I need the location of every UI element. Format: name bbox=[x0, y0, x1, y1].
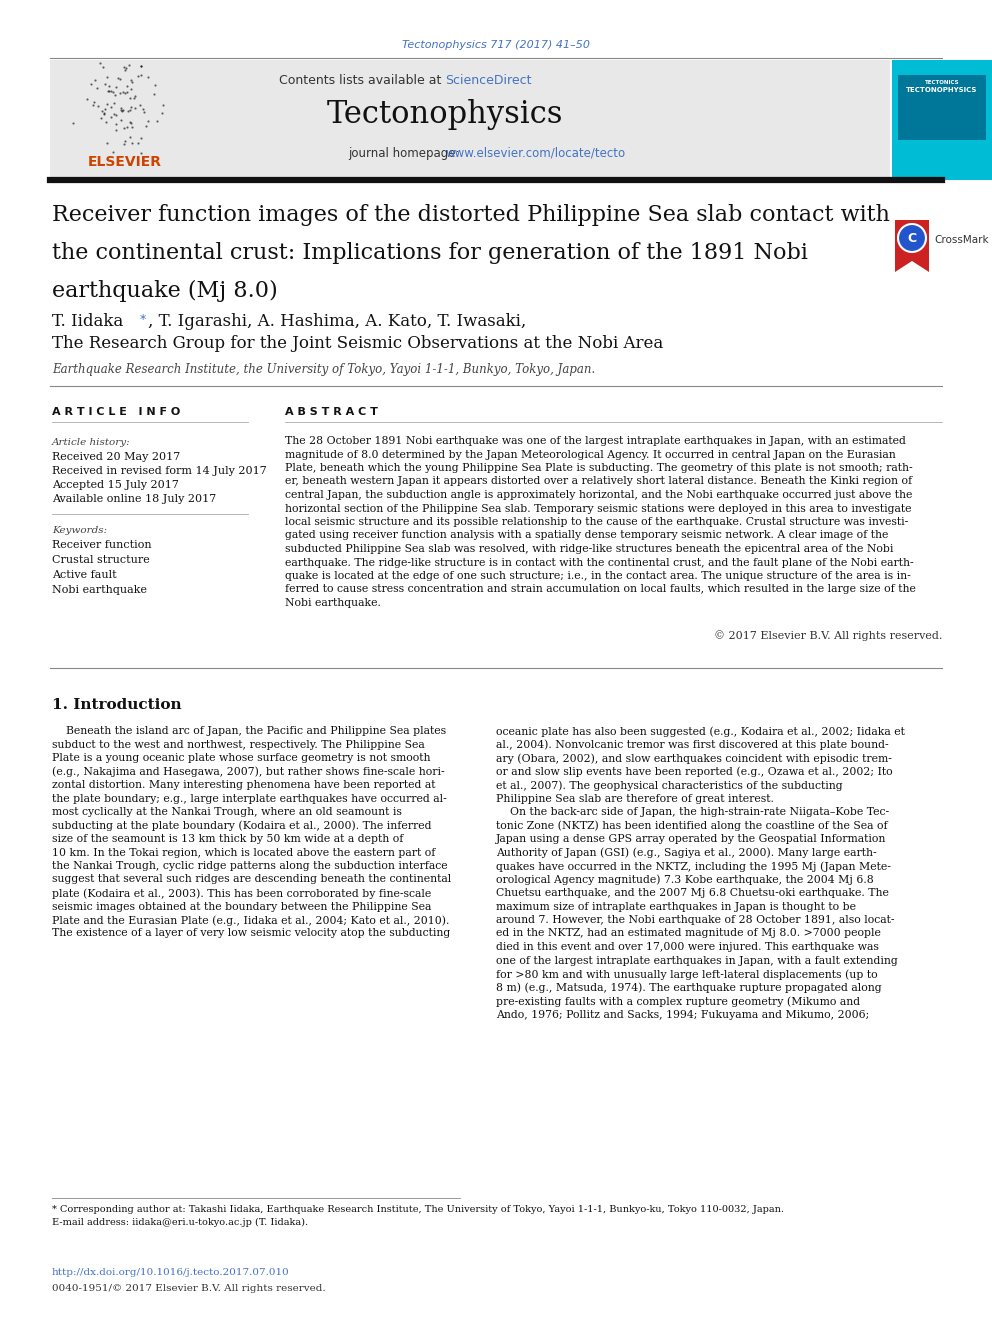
Text: Crustal structure: Crustal structure bbox=[52, 556, 150, 565]
Text: Receiver function: Receiver function bbox=[52, 540, 152, 550]
Text: one of the largest intraplate earthquakes in Japan, with a fault extending: one of the largest intraplate earthquake… bbox=[496, 955, 898, 966]
Text: http://dx.doi.org/10.1016/j.tecto.2017.07.010: http://dx.doi.org/10.1016/j.tecto.2017.0… bbox=[52, 1267, 290, 1277]
Text: subducted Philippine Sea slab was resolved, with ridge-like structures beneath t: subducted Philippine Sea slab was resolv… bbox=[285, 544, 894, 554]
Text: Beneath the island arc of Japan, the Pacific and Philippine Sea plates: Beneath the island arc of Japan, the Pac… bbox=[52, 726, 446, 736]
Text: Plate is a young oceanic plate whose surface geometry is not smooth: Plate is a young oceanic plate whose sur… bbox=[52, 753, 431, 763]
Text: tonic Zone (NKTZ) has been identified along the coastline of the Sea of: tonic Zone (NKTZ) has been identified al… bbox=[496, 820, 888, 831]
Text: local seismic structure and its possible relationship to the cause of the earthq: local seismic structure and its possible… bbox=[285, 517, 909, 527]
Text: On the back-arc side of Japan, the high-strain-rate Niigata–Kobe Tec-: On the back-arc side of Japan, the high-… bbox=[496, 807, 889, 818]
Circle shape bbox=[898, 224, 926, 251]
Text: T. Iidaka: T. Iidaka bbox=[52, 314, 129, 331]
Text: quakes have occurred in the NKTZ, including the 1995 Mj (Japan Mete-: quakes have occurred in the NKTZ, includ… bbox=[496, 861, 891, 872]
Text: Receiver function images of the distorted Philippine Sea slab contact with: Receiver function images of the distorte… bbox=[52, 204, 890, 226]
Text: pre-existing faults with a complex rupture geometry (Mikumo and: pre-existing faults with a complex ruptu… bbox=[496, 996, 860, 1007]
Text: Received 20 May 2017: Received 20 May 2017 bbox=[52, 452, 181, 462]
Text: Tectonophysics: Tectonophysics bbox=[326, 99, 563, 131]
Text: Active fault: Active fault bbox=[52, 570, 117, 579]
Text: Earthquake Research Institute, the University of Tokyo, Yayoi 1-1-1, Bunkyo, Tok: Earthquake Research Institute, the Unive… bbox=[52, 364, 595, 377]
Text: The 28 October 1891 Nobi earthquake was one of the largest intraplate earthquake: The 28 October 1891 Nobi earthquake was … bbox=[285, 437, 906, 446]
Text: ScienceDirect: ScienceDirect bbox=[445, 74, 532, 86]
Text: 10 km. In the Tokai region, which is located above the eastern part of: 10 km. In the Tokai region, which is loc… bbox=[52, 848, 435, 857]
Text: www.elsevier.com/locate/tecto: www.elsevier.com/locate/tecto bbox=[445, 147, 625, 160]
Text: ary (Obara, 2002), and slow earthquakes coincident with episodic trem-: ary (Obara, 2002), and slow earthquakes … bbox=[496, 753, 892, 763]
Text: the Nankai Trough, cyclic ridge patterns along the subduction interface: the Nankai Trough, cyclic ridge patterns… bbox=[52, 861, 447, 871]
Text: orological Agency magnitude) 7.3 Kobe earthquake, the 2004 Mj 6.8: orological Agency magnitude) 7.3 Kobe ea… bbox=[496, 875, 874, 885]
Text: (e.g., Nakajima and Hasegawa, 2007), but rather shows fine-scale hori-: (e.g., Nakajima and Hasegawa, 2007), but… bbox=[52, 766, 444, 777]
Text: Tectonophysics 717 (2017) 41–50: Tectonophysics 717 (2017) 41–50 bbox=[402, 40, 590, 50]
Text: Received in revised form 14 July 2017: Received in revised form 14 July 2017 bbox=[52, 466, 267, 476]
Text: al., 2004). Nonvolcanic tremor was first discovered at this plate bound-: al., 2004). Nonvolcanic tremor was first… bbox=[496, 740, 889, 750]
Text: earthquake (Mj 8.0): earthquake (Mj 8.0) bbox=[52, 280, 278, 302]
Text: plate (Kodaira et al., 2003). This has been corroborated by fine-scale: plate (Kodaira et al., 2003). This has b… bbox=[52, 888, 432, 898]
Text: Nobi earthquake: Nobi earthquake bbox=[52, 585, 147, 595]
Bar bbox=[50, 60, 890, 180]
Text: The existence of a layer of very low seismic velocity atop the subducting: The existence of a layer of very low sei… bbox=[52, 929, 450, 938]
Text: journal homepage:: journal homepage: bbox=[348, 147, 463, 160]
Text: TECTONOPHYSICS: TECTONOPHYSICS bbox=[907, 87, 978, 93]
Text: size of the seamount is 13 km thick by 50 km wide at a depth of: size of the seamount is 13 km thick by 5… bbox=[52, 833, 404, 844]
Text: earthquake. The ridge-like structure is in contact with the continental crust, a: earthquake. The ridge-like structure is … bbox=[285, 557, 914, 568]
Text: 8 m) (e.g., Matsuda, 1974). The earthquake rupture propagated along: 8 m) (e.g., Matsuda, 1974). The earthqua… bbox=[496, 983, 882, 994]
Text: Keywords:: Keywords: bbox=[52, 527, 107, 534]
Text: Authority of Japan (GSI) (e.g., Sagiya et al., 2000). Many large earth-: Authority of Japan (GSI) (e.g., Sagiya e… bbox=[496, 848, 877, 859]
Text: ELSEVIER: ELSEVIER bbox=[88, 155, 162, 169]
Text: most cyclically at the Nankai Trough, where an old seamount is: most cyclically at the Nankai Trough, wh… bbox=[52, 807, 402, 818]
Text: magnitude of 8.0 determined by the Japan Meteorological Agency. It occurred in c: magnitude of 8.0 determined by the Japan… bbox=[285, 450, 896, 459]
Text: the continental crust: Implications for generation of the 1891 Nobi: the continental crust: Implications for … bbox=[52, 242, 807, 265]
Text: Philippine Sea slab are therefore of great interest.: Philippine Sea slab are therefore of gre… bbox=[496, 794, 774, 803]
Bar bbox=[898, 75, 986, 140]
Text: Japan using a dense GPS array operated by the Geospatial Information: Japan using a dense GPS array operated b… bbox=[496, 833, 887, 844]
Text: A R T I C L E   I N F O: A R T I C L E I N F O bbox=[52, 407, 181, 417]
Text: The Research Group for the Joint Seismic Observations at the Nobi Area: The Research Group for the Joint Seismic… bbox=[52, 336, 664, 352]
Text: zontal distortion. Many interesting phenomena have been reported at: zontal distortion. Many interesting phen… bbox=[52, 781, 435, 790]
Text: CrossMark: CrossMark bbox=[934, 235, 989, 245]
Text: Available online 18 July 2017: Available online 18 July 2017 bbox=[52, 493, 216, 504]
Polygon shape bbox=[895, 261, 929, 273]
Text: Article history:: Article history: bbox=[52, 438, 131, 447]
Text: Chuetsu earthquake, and the 2007 Mj 6.8 Chuetsu-oki earthquake. The: Chuetsu earthquake, and the 2007 Mj 6.8 … bbox=[496, 888, 889, 898]
Text: A B S T R A C T: A B S T R A C T bbox=[285, 407, 378, 417]
Text: Contents lists available at: Contents lists available at bbox=[279, 74, 445, 86]
Text: or and slow slip events have been reported (e.g., Ozawa et al., 2002; Ito: or and slow slip events have been report… bbox=[496, 766, 893, 777]
Text: © 2017 Elsevier B.V. All rights reserved.: © 2017 Elsevier B.V. All rights reserved… bbox=[713, 630, 942, 640]
Text: , T. Igarashi, A. Hashima, A. Kato, T. Iwasaki,: , T. Igarashi, A. Hashima, A. Kato, T. I… bbox=[148, 314, 526, 331]
Text: er, beneath western Japan it appears distorted over a relatively short lateral d: er, beneath western Japan it appears dis… bbox=[285, 476, 912, 487]
Text: maximum size of intraplate earthquakes in Japan is thought to be: maximum size of intraplate earthquakes i… bbox=[496, 901, 856, 912]
Text: around 7. However, the Nobi earthquake of 28 October 1891, also locat-: around 7. However, the Nobi earthquake o… bbox=[496, 916, 895, 925]
Text: the plate boundary; e.g., large interplate earthquakes have occurred al-: the plate boundary; e.g., large interpla… bbox=[52, 794, 446, 803]
Text: et al., 2007). The geophysical characteristics of the subducting: et al., 2007). The geophysical character… bbox=[496, 781, 842, 791]
Text: suggest that several such ridges are descending beneath the continental: suggest that several such ridges are des… bbox=[52, 875, 451, 885]
Text: seismic images obtained at the boundary between the Philippine Sea: seismic images obtained at the boundary … bbox=[52, 901, 432, 912]
Text: subduct to the west and northwest, respectively. The Philippine Sea: subduct to the west and northwest, respe… bbox=[52, 740, 425, 750]
Text: died in this event and over 17,000 were injured. This earthquake was: died in this event and over 17,000 were … bbox=[496, 942, 879, 953]
Text: *: * bbox=[140, 314, 146, 327]
Text: 1. Introduction: 1. Introduction bbox=[52, 699, 182, 712]
Text: Plate, beneath which the young Philippine Sea Plate is subducting. The geometry : Plate, beneath which the young Philippin… bbox=[285, 463, 913, 474]
Text: central Japan, the subduction angle is approximately horizontal, and the Nobi ea: central Japan, the subduction angle is a… bbox=[285, 490, 913, 500]
Text: oceanic plate has also been suggested (e.g., Kodaira et al., 2002; Iidaka et: oceanic plate has also been suggested (e… bbox=[496, 726, 905, 737]
Text: for >80 km and with unusually large left-lateral displacements (up to: for >80 km and with unusually large left… bbox=[496, 968, 878, 979]
Text: TECTONICS: TECTONICS bbox=[925, 79, 959, 85]
Text: quake is located at the edge of one such structure; i.e., in the contact area. T: quake is located at the edge of one such… bbox=[285, 572, 911, 581]
Text: Nobi earthquake.: Nobi earthquake. bbox=[285, 598, 381, 609]
FancyBboxPatch shape bbox=[895, 220, 929, 273]
Bar bbox=[892, 60, 992, 180]
Text: * Corresponding author at: Takashi Iidaka, Earthquake Research Institute, The Un: * Corresponding author at: Takashi Iidak… bbox=[52, 1205, 784, 1215]
Text: E-mail address: iidaka@eri.u-tokyo.ac.jp (T. Iidaka).: E-mail address: iidaka@eri.u-tokyo.ac.jp… bbox=[52, 1218, 309, 1228]
Text: horizontal section of the Philippine Sea slab. Temporary seismic stations were d: horizontal section of the Philippine Sea… bbox=[285, 504, 912, 513]
Text: gated using receiver function analysis with a spatially dense temporary seismic : gated using receiver function analysis w… bbox=[285, 531, 889, 541]
Text: Plate and the Eurasian Plate (e.g., Iidaka et al., 2004; Kato et al., 2010).: Plate and the Eurasian Plate (e.g., Iida… bbox=[52, 916, 449, 926]
Text: Ando, 1976; Pollitz and Sacks, 1994; Fukuyama and Mikumo, 2006;: Ando, 1976; Pollitz and Sacks, 1994; Fuk… bbox=[496, 1009, 869, 1020]
Text: 0040-1951/© 2017 Elsevier B.V. All rights reserved.: 0040-1951/© 2017 Elsevier B.V. All right… bbox=[52, 1285, 325, 1293]
Text: ferred to cause stress concentration and strain accumulation on local faults, wh: ferred to cause stress concentration and… bbox=[285, 585, 916, 594]
Text: Accepted 15 July 2017: Accepted 15 July 2017 bbox=[52, 480, 179, 490]
Text: ed in the NKTZ, had an estimated magnitude of Mj 8.0. >7000 people: ed in the NKTZ, had an estimated magnitu… bbox=[496, 929, 881, 938]
Text: C: C bbox=[908, 232, 917, 245]
Text: subducting at the plate boundary (Kodaira et al., 2000). The inferred: subducting at the plate boundary (Kodair… bbox=[52, 820, 432, 831]
